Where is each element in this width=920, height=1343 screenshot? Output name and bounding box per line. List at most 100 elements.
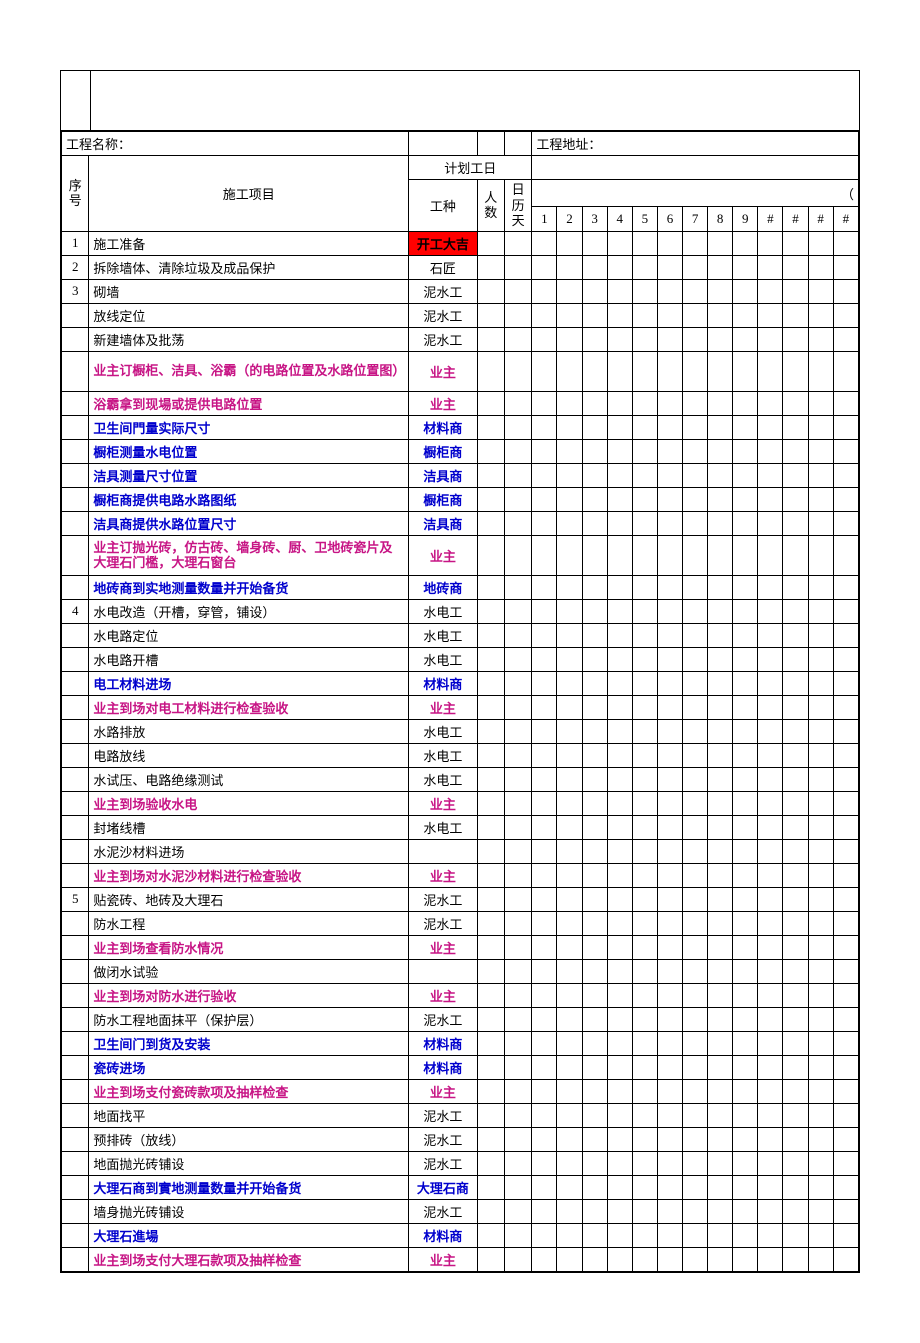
row-caldays [504, 1175, 531, 1199]
row-caldays [504, 623, 531, 647]
row-people [477, 351, 504, 391]
table-row: 洁具商提供水路位置尺寸洁具商 [62, 511, 859, 535]
gantt-cell [733, 1199, 758, 1223]
gantt-cell [632, 743, 657, 767]
gantt-cell [532, 983, 557, 1007]
gantt-cell [557, 575, 582, 599]
gantt-cell [657, 1031, 682, 1055]
gantt-cell [557, 935, 582, 959]
gantt-cell [758, 815, 783, 839]
row-caldays [504, 815, 531, 839]
gantt-cell [532, 1031, 557, 1055]
gantt-cell [582, 1079, 607, 1103]
row-people [477, 959, 504, 983]
gantt-cell [708, 1175, 733, 1199]
table-row: 业主到场支付大理石款项及抽样检查业主 [62, 1247, 859, 1271]
gantt-cell [582, 1007, 607, 1031]
gantt-cell [758, 623, 783, 647]
gantt-cell [808, 743, 833, 767]
gantt-cell [657, 1247, 682, 1271]
gantt-cell [733, 887, 758, 911]
gantt-cell [632, 255, 657, 279]
row-people [477, 415, 504, 439]
row-people [477, 839, 504, 863]
gantt-cell [607, 815, 632, 839]
gantt-cell [783, 1151, 808, 1175]
gantt-cell [632, 935, 657, 959]
row-seq [62, 1247, 89, 1271]
col-people-header: 人数 [477, 180, 504, 232]
row-people [477, 1199, 504, 1223]
gantt-cell [783, 959, 808, 983]
day-col-1: 1 [532, 207, 557, 232]
gantt-cell [632, 695, 657, 719]
gantt-cell [758, 1079, 783, 1103]
row-caldays [504, 511, 531, 535]
day-col-13: # [833, 207, 858, 232]
row-type: 水电工 [409, 647, 478, 671]
gantt-cell [683, 599, 708, 623]
gantt-cell [708, 887, 733, 911]
day-col-8: 8 [708, 207, 733, 232]
gantt-cell [808, 623, 833, 647]
row-people [477, 743, 504, 767]
gantt-cell [632, 351, 657, 391]
gantt-cell [557, 1055, 582, 1079]
gantt-cell [607, 719, 632, 743]
row-item: 业主订抛光砖，仿古砖、墙身砖、厨、卫地砖瓷片及大理石门檻，大理石窗台 [89, 535, 409, 575]
gantt-cell [657, 983, 682, 1007]
gantt-cell [758, 303, 783, 327]
table-row: 墙身抛光砖铺设泥水工 [62, 1199, 859, 1223]
row-type: 泥水工 [409, 327, 478, 351]
row-type: 水电工 [409, 719, 478, 743]
gantt-cell [758, 839, 783, 863]
gantt-cell [532, 463, 557, 487]
table-row: 电工材料进场材料商 [62, 671, 859, 695]
gantt-cell [758, 767, 783, 791]
gantt-cell [582, 887, 607, 911]
gantt-cell [532, 279, 557, 303]
row-caldays [504, 959, 531, 983]
gantt-cell [808, 327, 833, 351]
gantt-cell [833, 791, 858, 815]
col-type-header: 工种 [409, 180, 478, 232]
gantt-cell [632, 487, 657, 511]
row-people [477, 623, 504, 647]
gantt-cell [708, 391, 733, 415]
gantt-cell [632, 231, 657, 255]
gantt-cell [683, 791, 708, 815]
gantt-cell [657, 767, 682, 791]
gantt-cell [708, 575, 733, 599]
gantt-cell [607, 935, 632, 959]
gantt-cell [808, 1151, 833, 1175]
gantt-cell [733, 959, 758, 983]
gantt-cell [833, 863, 858, 887]
gantt-cell [607, 839, 632, 863]
table-row: 3砌墙泥水工 [62, 279, 859, 303]
gantt-cell [758, 535, 783, 575]
row-item: 洁具测量尺寸位置 [89, 463, 409, 487]
row-caldays [504, 671, 531, 695]
row-seq [62, 535, 89, 575]
row-seq [62, 839, 89, 863]
gantt-cell [657, 279, 682, 303]
gantt-cell [607, 1151, 632, 1175]
table-row: 地砖商到实地测量数量并开始备货地砖商 [62, 575, 859, 599]
gantt-cell [632, 511, 657, 535]
row-caldays [504, 767, 531, 791]
gantt-cell [582, 415, 607, 439]
gantt-cell [657, 671, 682, 695]
gantt-cell [683, 1103, 708, 1127]
gantt-cell [833, 303, 858, 327]
row-caldays [504, 719, 531, 743]
row-caldays [504, 887, 531, 911]
gantt-cell [632, 1223, 657, 1247]
gantt-cell [532, 647, 557, 671]
row-caldays [504, 463, 531, 487]
row-item: 预排砖（放线） [89, 1127, 409, 1151]
row-type: 业主 [409, 935, 478, 959]
gantt-cell [708, 935, 733, 959]
gantt-cell [758, 719, 783, 743]
gantt-cell [557, 351, 582, 391]
gantt-cell [783, 487, 808, 511]
